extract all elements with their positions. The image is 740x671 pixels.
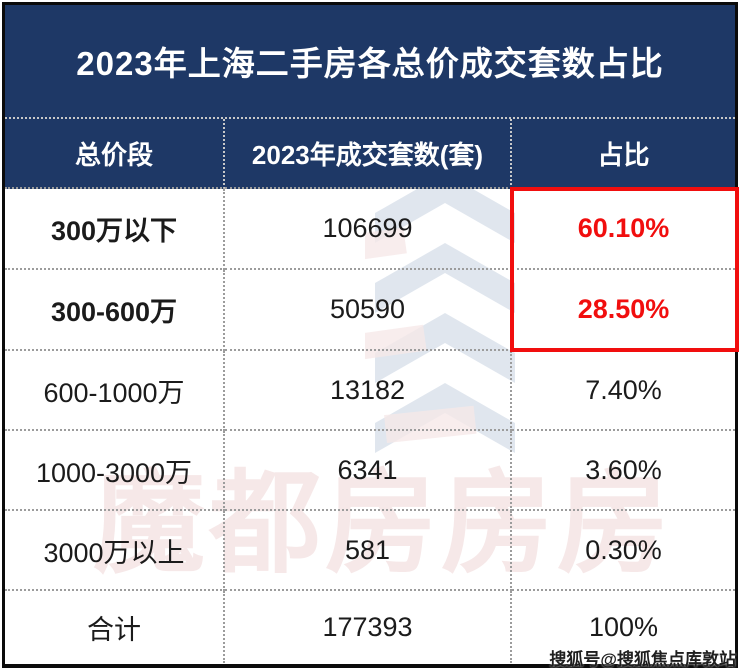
header-count: 2023年成交套数(套) bbox=[225, 119, 512, 189]
row-count: 13182 bbox=[225, 351, 512, 431]
source-watermark: 搜狐号@搜狐焦点库敦站 bbox=[549, 650, 736, 669]
title-banner: 2023年上海二手房各总价成交套数占比 bbox=[5, 5, 735, 119]
row-share: 3.60% bbox=[512, 431, 735, 511]
page-title: 2023年上海二手房各总价成交套数占比 bbox=[76, 45, 664, 82]
row-count: 50590 bbox=[225, 270, 512, 351]
header-price-range: 总价段 bbox=[5, 119, 225, 189]
row-count: 581 bbox=[225, 511, 512, 591]
total-row-label: 合计 bbox=[5, 591, 225, 663]
row-share: 28.50% bbox=[512, 270, 735, 351]
row-share: 7.40% bbox=[512, 351, 735, 431]
row-range: 300-600万 bbox=[5, 270, 225, 351]
row-share: 60.10% bbox=[512, 189, 735, 270]
row-count: 6341 bbox=[225, 431, 512, 511]
row-range: 600-1000万 bbox=[5, 351, 225, 431]
row-count: 106699 bbox=[225, 189, 512, 270]
row-range: 3000万以上 bbox=[5, 511, 225, 591]
row-range: 300万以下 bbox=[5, 189, 225, 270]
total-row-count: 177393 bbox=[225, 591, 512, 663]
row-share: 0.30% bbox=[512, 511, 735, 591]
price-share-table: 总价段 2023年成交套数(套) 占比 300万以下 106699 60.10%… bbox=[5, 119, 739, 663]
row-range: 1000-3000万 bbox=[5, 431, 225, 511]
header-share: 占比 bbox=[512, 119, 735, 189]
total-row-share: 100% bbox=[588, 611, 659, 642]
